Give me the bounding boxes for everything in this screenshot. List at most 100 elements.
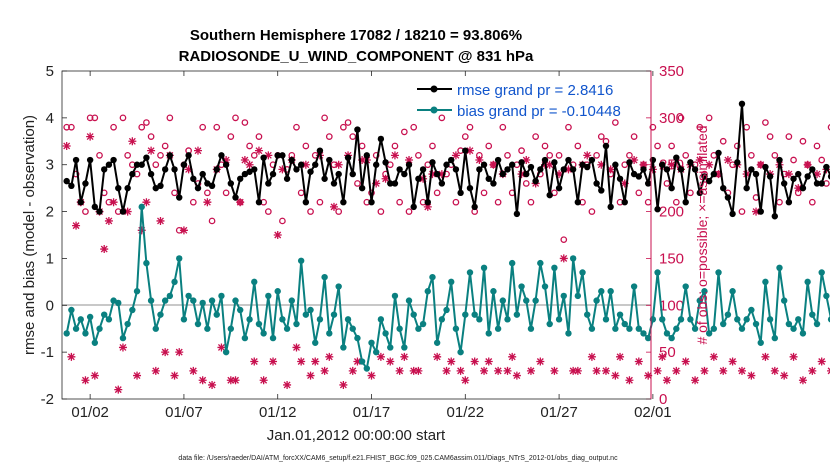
bias-point (490, 288, 497, 295)
left-tick-label: -1 (41, 344, 54, 361)
assimilated-point (269, 357, 278, 366)
possible-point (119, 114, 127, 122)
bias-point (133, 288, 141, 295)
x-tick-label: 02/01 (634, 404, 672, 421)
bias-point (480, 264, 488, 271)
assimilated-point (292, 343, 301, 352)
assimilated-point (193, 146, 202, 155)
legend-bias-label: bias grand pr = -0.10448 (457, 103, 621, 120)
assimilated-point (559, 254, 568, 263)
bias-point (546, 320, 553, 328)
assimilated-point (329, 202, 338, 211)
assimilated-point (587, 352, 596, 361)
series-rmse (63, 100, 830, 220)
possible-point (429, 142, 436, 150)
assimilated-point (508, 352, 517, 361)
rmse-point (433, 170, 441, 178)
bias-point (644, 334, 652, 342)
possible-point (396, 198, 403, 206)
bias-point (433, 339, 441, 346)
rmse-point (429, 159, 436, 166)
rmse-point (673, 154, 680, 161)
x-tick-label: 01/02 (71, 404, 109, 421)
rmse-point (780, 180, 788, 187)
assimilated-point (283, 380, 292, 389)
bias-point (368, 339, 375, 346)
rmse-point (166, 152, 174, 159)
rmse-point (616, 175, 624, 182)
assimilated-point (189, 366, 198, 375)
bias-point (199, 299, 206, 307)
rmse-point (504, 166, 511, 173)
assimilated-point (756, 160, 765, 169)
rmse-point (124, 184, 131, 192)
possible-point (391, 142, 399, 150)
rmse-point (279, 152, 286, 159)
rmse-point (419, 166, 427, 173)
assimilated-point (667, 160, 676, 169)
assimilated-point (451, 151, 460, 160)
bias-point (330, 311, 338, 318)
assimilated-point (161, 348, 170, 357)
possible-point (349, 133, 357, 140)
rmse-point (569, 166, 577, 173)
bias-point (213, 311, 220, 318)
bias-point (424, 288, 431, 295)
bias-point (494, 325, 502, 332)
assimilated-point (747, 371, 756, 380)
rmse-point (415, 175, 422, 182)
bias-point (82, 330, 89, 337)
assimilated-point (512, 371, 521, 380)
possible-point (325, 133, 333, 140)
rmse-point (818, 180, 825, 187)
bias-point (335, 283, 342, 290)
bias-point (537, 259, 544, 267)
bias-point (340, 344, 347, 351)
rmse-point (110, 156, 117, 164)
possible-point (565, 123, 572, 131)
possible-point (82, 208, 89, 215)
possible-point (687, 189, 694, 197)
bias-point (208, 297, 216, 304)
assimilated-point (437, 170, 446, 179)
rmse-point (424, 199, 431, 206)
assimilated-point (128, 137, 137, 146)
possible-point (204, 189, 211, 197)
possible-point (522, 180, 530, 187)
assimilated-point (691, 376, 700, 385)
rmse-point (715, 149, 722, 157)
assimilated-point (494, 366, 503, 375)
possible-point (96, 151, 103, 159)
bias-point (687, 316, 694, 323)
bias-point (593, 297, 600, 304)
rmse-point (77, 199, 84, 206)
y-axis-label-right: # of obs: o=possible; ×=assimilated (694, 125, 710, 344)
rmse-point (129, 170, 136, 178)
bias-point (513, 311, 521, 318)
bias-point (105, 316, 113, 323)
bias-point (734, 316, 741, 323)
possible-point (532, 133, 539, 140)
bias-point (358, 358, 366, 365)
rmse-point (208, 182, 216, 189)
rmse-point (663, 166, 671, 173)
assimilated-point (264, 151, 273, 160)
possible-point (827, 124, 830, 131)
possible-point (246, 142, 253, 150)
assimilated-point (339, 380, 348, 389)
rmse-point (574, 199, 582, 206)
bias-point (743, 316, 750, 323)
bias-point (410, 311, 417, 318)
rmse-point (340, 199, 347, 206)
rmse-point (377, 135, 385, 143)
left-tick-label: 5 (46, 63, 54, 80)
bias-point (705, 330, 713, 337)
rmse-point (513, 210, 521, 218)
assimilated-point (625, 376, 634, 385)
bias-point (405, 297, 413, 304)
rmse-point (213, 166, 220, 173)
bias-point (527, 325, 535, 332)
right-tick-label: 350 (659, 63, 684, 80)
rmse-point (72, 156, 80, 164)
possible-point (86, 114, 94, 122)
